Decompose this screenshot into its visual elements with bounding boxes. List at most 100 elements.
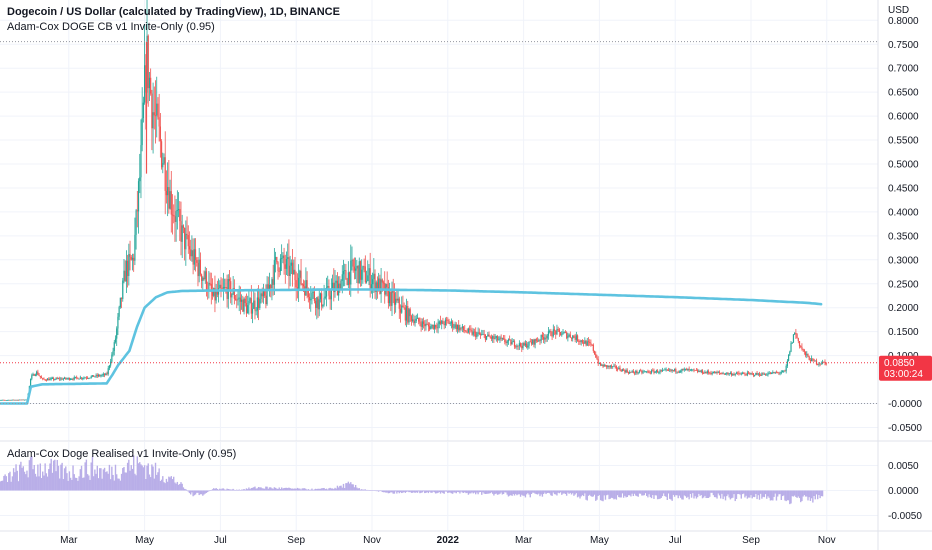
candle-body	[300, 270, 302, 285]
candle-body	[73, 377, 75, 380]
histogram-bar	[5, 476, 8, 491]
candle-body	[37, 371, 39, 375]
histogram-bar	[157, 472, 159, 491]
histogram-bar	[442, 490, 444, 494]
histogram-bar	[581, 490, 584, 496]
price-tick-label: 0.4500	[888, 183, 919, 194]
candle-body	[641, 370, 643, 373]
histogram-bar	[570, 490, 573, 495]
histogram-bar	[325, 488, 328, 491]
histogram-bar	[747, 490, 750, 498]
candle-body	[777, 372, 779, 374]
histogram-bar	[608, 490, 610, 500]
histogram-bar	[775, 490, 778, 501]
candle-body	[74, 376, 77, 378]
candle-body	[625, 370, 627, 373]
candle-body	[465, 331, 467, 333]
candle-body	[151, 93, 153, 129]
histogram-bar	[352, 484, 354, 491]
candle-body	[564, 332, 567, 334]
time-tick-label: Mar	[515, 535, 533, 546]
candlestick-series	[0, 0, 827, 401]
histogram-bar	[808, 490, 810, 498]
candle-body	[806, 354, 808, 356]
time-tick-label: 2022	[437, 535, 460, 546]
candle-body	[100, 375, 102, 377]
candle-body	[167, 187, 169, 196]
histogram-bar	[317, 488, 319, 491]
histogram-bar	[717, 490, 719, 494]
histogram-bar	[507, 490, 510, 497]
candle-body	[327, 285, 329, 288]
candle-body	[515, 346, 517, 348]
histogram-bar	[34, 473, 37, 491]
candle-body	[399, 308, 402, 313]
histogram-bar	[175, 483, 177, 491]
sub-indicator-title[interactable]: Adam-Cox Doge Realised v1 Invite-Only (0…	[7, 448, 236, 460]
candle-body	[119, 297, 121, 308]
histogram-bar	[734, 490, 736, 502]
histogram-bar	[111, 466, 113, 491]
candle-body	[529, 341, 531, 343]
candle-body	[598, 363, 600, 365]
histogram-bar	[755, 490, 757, 494]
chart-title[interactable]: Dogecoin / US Dollar (calculated by Trad…	[7, 6, 340, 18]
candle-body	[318, 299, 320, 310]
histogram-bar	[687, 490, 689, 497]
histogram-bar	[136, 456, 139, 491]
histogram-bar	[22, 466, 25, 491]
histogram-bar	[390, 490, 392, 493]
histogram-bar	[14, 472, 16, 491]
candle-body	[522, 343, 524, 349]
candle-body	[608, 365, 610, 367]
histogram-bar	[733, 490, 735, 495]
candle-body	[260, 293, 262, 300]
histogram-bar	[306, 489, 308, 491]
histogram-bar	[772, 490, 774, 501]
histogram-bar	[358, 488, 360, 491]
candle-body	[184, 227, 186, 250]
candle-body	[425, 323, 427, 327]
candle-body	[409, 309, 411, 317]
candle-body	[419, 321, 421, 324]
candle-body	[262, 290, 265, 297]
histogram-bar	[346, 483, 348, 491]
indicator-axis[interactable]: 0.0050 0.0000 -0.0050	[888, 461, 922, 522]
candle-body	[551, 335, 553, 337]
candle-body	[667, 369, 670, 371]
candle-body	[93, 375, 95, 377]
candle-body	[524, 343, 527, 346]
candle-body	[637, 372, 639, 374]
candle-body	[557, 328, 559, 330]
histogram-bar	[396, 490, 398, 494]
histogram-bar	[736, 490, 739, 495]
candle-body	[808, 356, 810, 361]
histogram-bar	[371, 490, 374, 491]
histogram-bar	[370, 490, 373, 491]
histogram-bar	[368, 490, 370, 491]
histogram-bar	[605, 490, 608, 496]
histogram-bar	[586, 490, 588, 501]
price-axis[interactable]: 0.8000 0.7500 0.7000 0.6500 0.6000 0.5500 0.50…	[888, 16, 922, 434]
histogram-bar	[659, 490, 661, 499]
main-indicator-title[interactable]: Adam-Cox DOGE CB v1 Invite-Only (0.95)	[7, 21, 215, 33]
candle-body	[319, 293, 322, 300]
histogram-bar	[117, 478, 119, 491]
candle-body	[680, 371, 682, 373]
candle-body	[573, 335, 575, 338]
candle-body	[490, 337, 493, 339]
candle-body	[211, 291, 214, 296]
candle-body	[387, 287, 389, 304]
histogram-bar	[106, 471, 108, 491]
candle-body	[171, 214, 174, 216]
candle-body	[701, 370, 704, 374]
candle-body	[794, 332, 796, 335]
candle-body	[44, 379, 46, 381]
candle-body	[361, 269, 363, 280]
candle-body	[697, 370, 699, 372]
candle-body	[464, 330, 466, 332]
histogram-bar	[154, 462, 157, 491]
time-axis[interactable]: Mar May Jul Sep Nov 2022 Mar May Jul Sep Nov	[60, 535, 836, 546]
candle-body	[513, 341, 516, 347]
